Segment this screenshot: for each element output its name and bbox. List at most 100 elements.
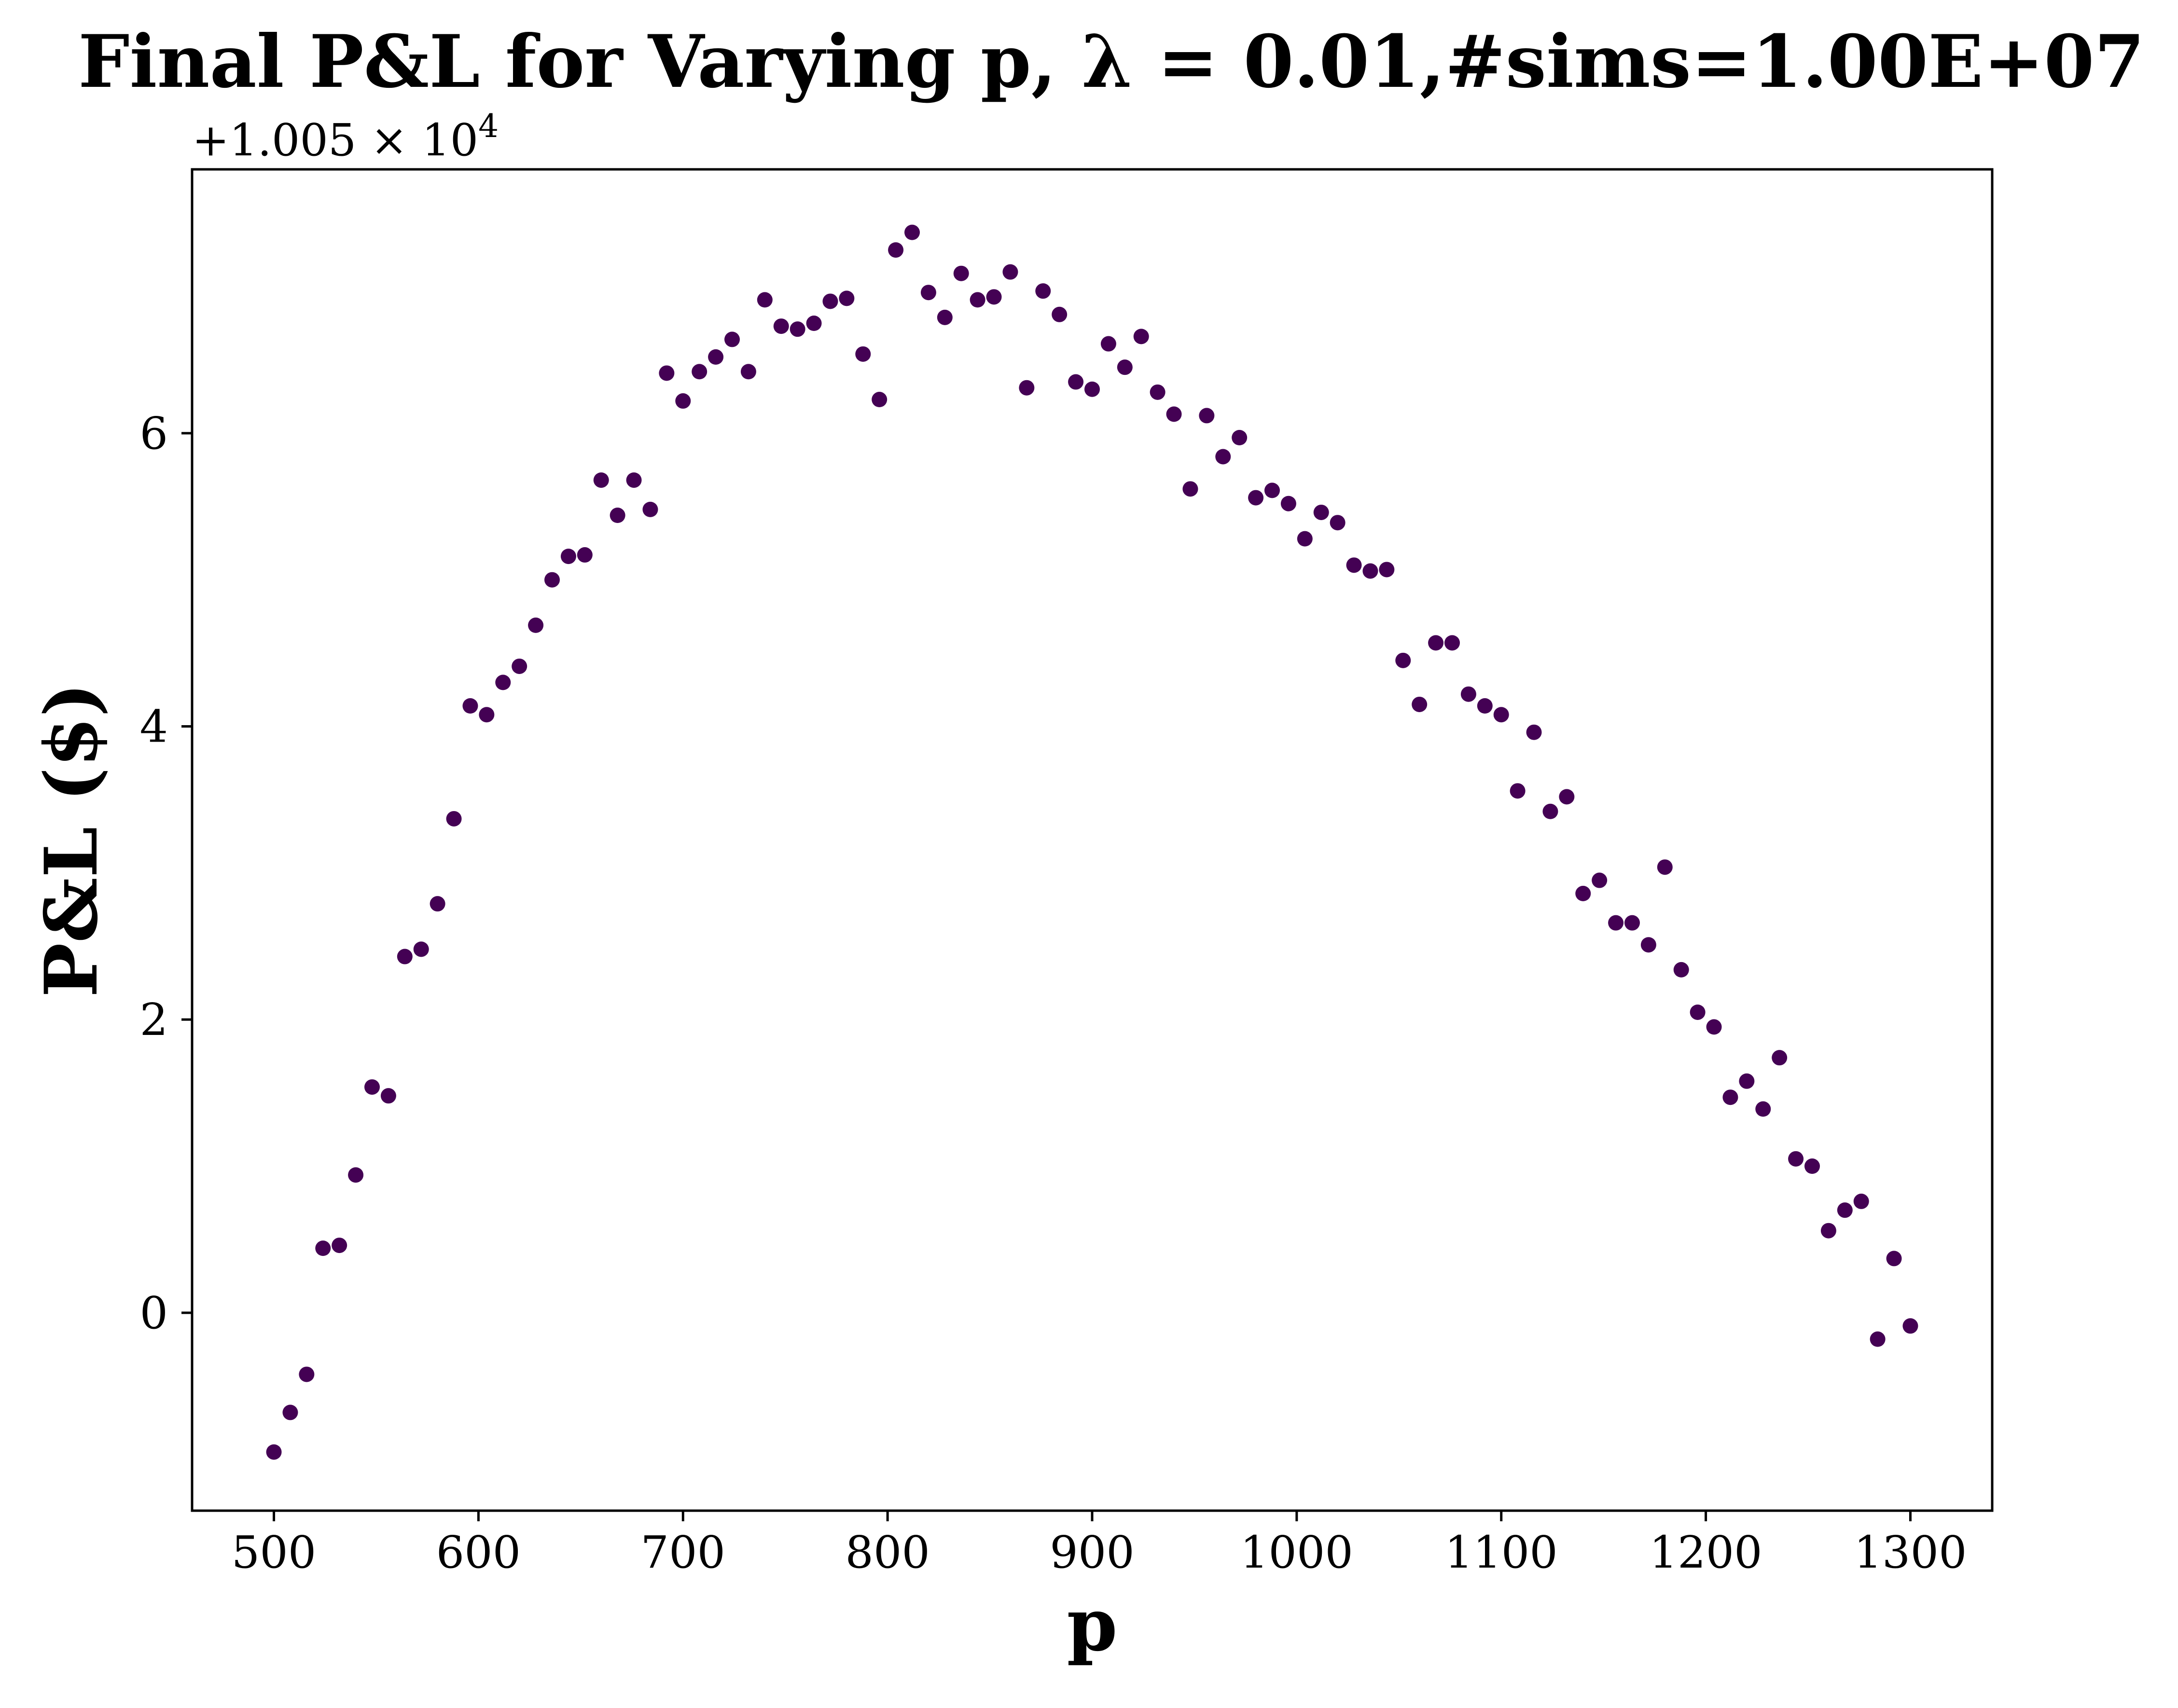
- data-point: [773, 318, 789, 334]
- data-point: [790, 321, 805, 337]
- data-point: [1657, 859, 1673, 875]
- data-point: [740, 364, 756, 380]
- data-point: [1690, 1004, 1706, 1020]
- data-point: [1460, 686, 1476, 702]
- y-axis-offset-label: +1.005 × 104: [192, 108, 499, 166]
- data-point: [1837, 1202, 1853, 1218]
- data-point: [970, 292, 985, 308]
- data-point: [1150, 384, 1165, 400]
- data-points: [266, 224, 1918, 1460]
- data-point: [413, 941, 429, 957]
- data-point: [1166, 406, 1182, 422]
- chart-title: Final P&L for Varying p, λ = 0.01,#sims=…: [78, 19, 2145, 104]
- data-point: [642, 501, 658, 517]
- data-point: [446, 811, 462, 826]
- data-point: [1215, 449, 1231, 465]
- data-point: [1412, 696, 1428, 712]
- data-point: [1379, 562, 1395, 578]
- data-point: [920, 285, 936, 301]
- data-point: [380, 1088, 396, 1104]
- data-point: [1346, 557, 1362, 573]
- data-point: [512, 658, 527, 674]
- data-point: [1133, 329, 1149, 344]
- data-point: [1640, 937, 1656, 953]
- data-point: [953, 265, 969, 281]
- data-point: [348, 1167, 364, 1183]
- data-point: [266, 1444, 282, 1460]
- data-point: [904, 224, 920, 240]
- data-point: [1853, 1193, 1869, 1209]
- data-point: [1428, 635, 1444, 651]
- data-point: [1788, 1151, 1804, 1167]
- y-axis-offset-base: +1.005 × 10: [192, 114, 478, 166]
- data-point: [1575, 885, 1591, 901]
- y-tick-label: 0: [139, 1287, 168, 1339]
- data-point: [1232, 430, 1248, 445]
- data-point: [1624, 915, 1640, 931]
- x-tick-label: 500: [232, 1527, 317, 1578]
- y-axis-ticks: 0 2 4 6: [139, 408, 192, 1339]
- data-point: [626, 472, 642, 488]
- data-point: [1313, 504, 1329, 520]
- data-point: [1510, 783, 1526, 799]
- data-point: [495, 675, 511, 690]
- data-point: [1019, 380, 1035, 396]
- data-point: [1182, 481, 1198, 497]
- x-tick-label: 1300: [1854, 1527, 1967, 1578]
- data-point: [872, 392, 888, 408]
- data-point: [822, 293, 838, 309]
- data-point: [610, 508, 625, 523]
- x-tick-label: 600: [436, 1527, 521, 1578]
- data-point: [1526, 724, 1542, 740]
- y-tick-label: 6: [139, 408, 168, 459]
- data-point: [1559, 789, 1575, 805]
- data-point: [1886, 1251, 1902, 1267]
- data-point: [397, 949, 413, 964]
- data-point: [1002, 264, 1018, 280]
- data-point: [757, 292, 773, 308]
- data-point: [1264, 482, 1280, 498]
- x-tick-label: 900: [1050, 1527, 1135, 1578]
- data-point: [675, 393, 691, 409]
- data-point: [659, 365, 675, 381]
- data-point: [1117, 359, 1133, 375]
- data-point: [1820, 1223, 1836, 1239]
- data-point: [315, 1240, 331, 1256]
- data-point: [1477, 698, 1493, 714]
- x-tick-label: 700: [640, 1527, 725, 1578]
- data-point: [332, 1238, 347, 1253]
- data-point: [1722, 1089, 1738, 1105]
- data-point: [528, 617, 544, 633]
- y-tick-label: 2: [139, 994, 168, 1046]
- data-point: [430, 896, 445, 912]
- x-tick-label: 1100: [1445, 1527, 1558, 1578]
- data-point: [1248, 490, 1264, 506]
- data-point: [1395, 652, 1411, 668]
- data-point: [839, 290, 855, 306]
- data-point: [1608, 915, 1624, 931]
- data-point: [1755, 1101, 1771, 1117]
- data-point: [1870, 1331, 1886, 1347]
- data-point: [1052, 306, 1068, 322]
- data-point: [1068, 374, 1084, 390]
- data-point: [1330, 515, 1346, 531]
- data-point: [1493, 707, 1509, 723]
- data-point: [1804, 1158, 1820, 1174]
- data-point: [364, 1079, 380, 1095]
- y-axis-label: P&L ($): [29, 683, 114, 997]
- data-point: [1362, 563, 1378, 579]
- data-point: [1199, 408, 1215, 424]
- data-point: [806, 316, 822, 331]
- data-point: [1706, 1019, 1722, 1035]
- data-point: [479, 707, 495, 723]
- data-point: [1100, 336, 1116, 352]
- data-point: [888, 242, 904, 258]
- data-point: [577, 547, 593, 563]
- data-point: [1902, 1318, 1918, 1334]
- data-point: [560, 549, 576, 565]
- data-point: [1035, 283, 1051, 299]
- data-point: [1297, 531, 1313, 547]
- data-point: [1084, 381, 1100, 397]
- x-tick-label: 1000: [1240, 1527, 1353, 1578]
